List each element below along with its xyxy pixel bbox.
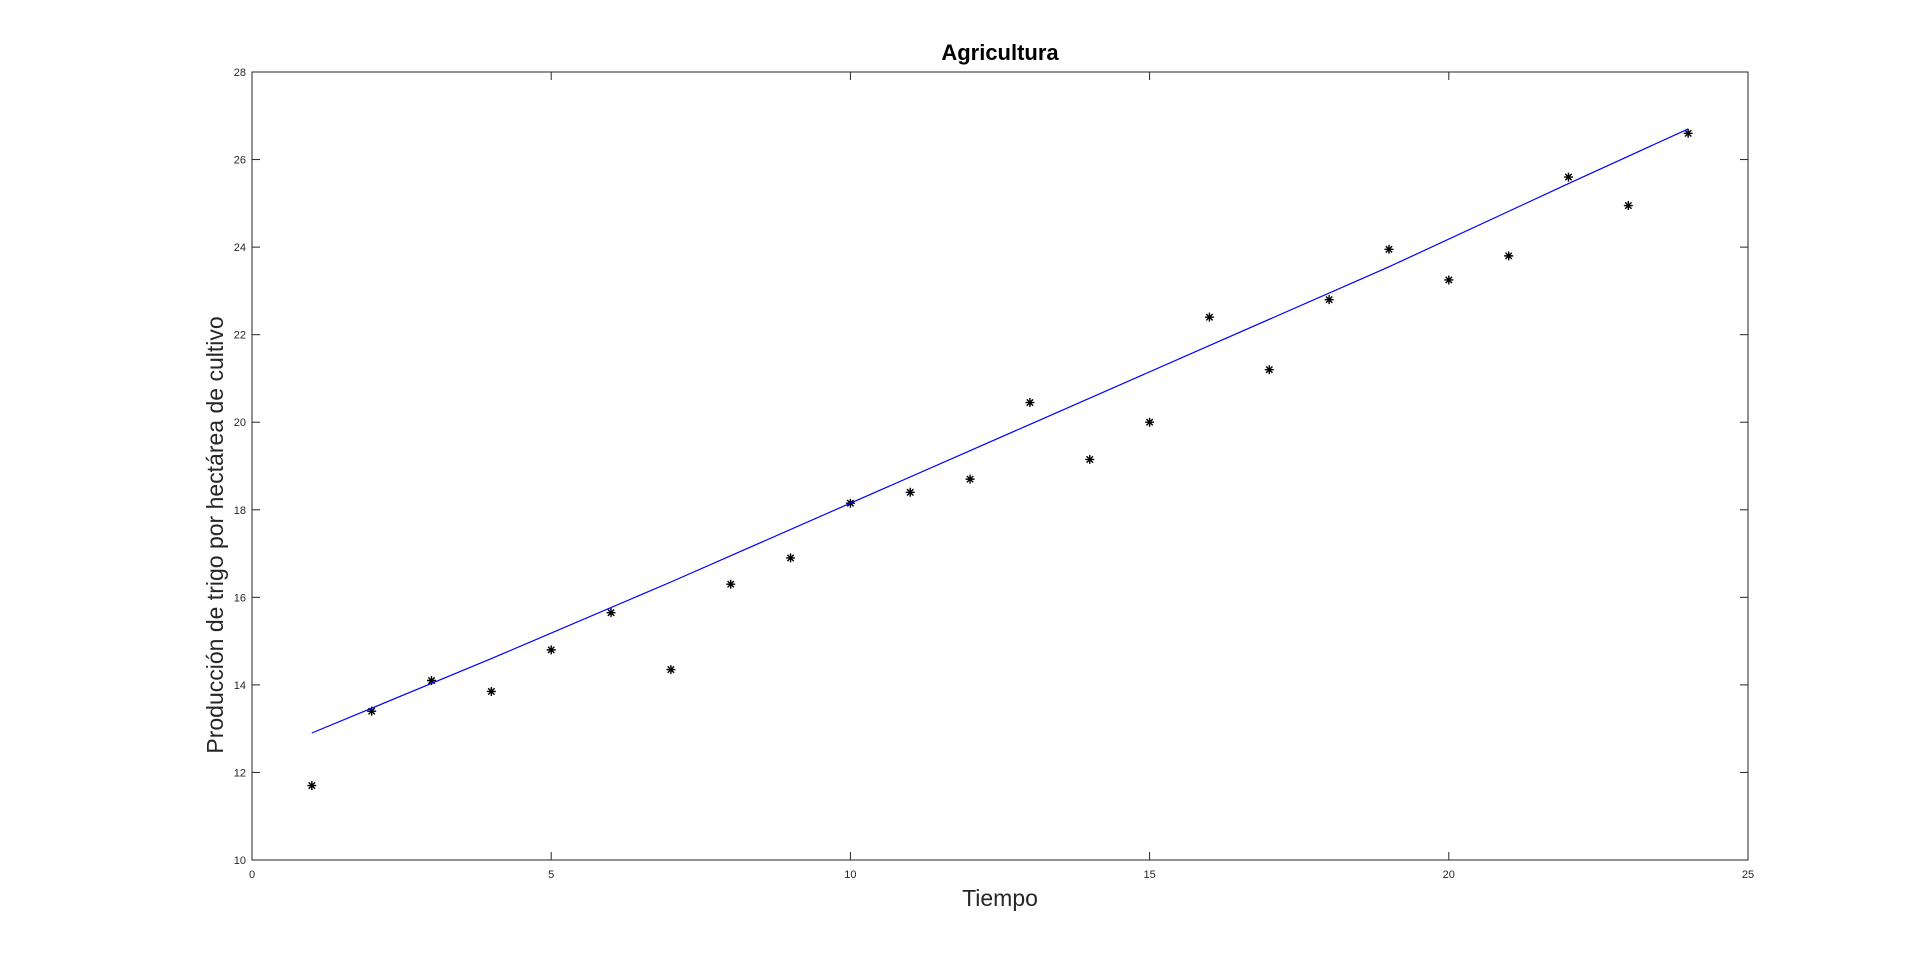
y-tick-label: 22 [234,330,246,342]
data-point [1264,365,1274,375]
y-tick-label: 18 [234,505,246,517]
data-point [1623,201,1633,211]
data-point [1204,312,1214,322]
data-point [1085,454,1095,464]
y-tick-label: 24 [234,242,246,254]
data-point [1444,275,1454,285]
y-tick-label: 26 [234,155,246,167]
data-point [1025,398,1035,408]
data-point [666,665,676,675]
data-point [965,474,975,484]
x-tick-label: 20 [1443,869,1455,881]
axes-box [251,71,1749,861]
x-axis-label: Tiempo [962,885,1038,911]
data-point [1683,128,1693,138]
data-point [367,706,377,716]
data-point [786,553,796,563]
data-point [606,608,616,618]
x-tick-label: 25 [1742,869,1754,881]
data-point [1563,172,1573,182]
data-point [546,645,556,655]
chart-title: Agricultura [941,40,1059,65]
x-tick-label: 0 [249,869,255,881]
data-point [1324,295,1334,305]
plot-area: 0 5 10 15 20 25 10 12 14 16 18 20 22 24 26 28 [234,67,1754,881]
data-point [486,686,496,696]
y-tick-label: 20 [234,417,246,429]
x-tick-label: 15 [1143,869,1155,881]
y-axis-label: Producción de trigo por hectárea de cult… [202,316,228,753]
y-tick-label: 14 [234,680,246,692]
data-point [1145,417,1155,427]
y-tick-label: 16 [234,592,246,604]
y-tick-label: 10 [234,855,246,867]
trend-line [311,128,1689,734]
data-point [726,579,736,589]
data-point [1504,251,1514,261]
y-tick-label: 28 [234,67,246,79]
data-point [1384,244,1394,254]
data-point [307,781,317,791]
x-tick-label: 10 [844,869,856,881]
x-tick-label: 5 [548,869,554,881]
data-point [427,676,437,686]
data-point [905,487,915,497]
y-tick-label: 12 [234,767,246,779]
